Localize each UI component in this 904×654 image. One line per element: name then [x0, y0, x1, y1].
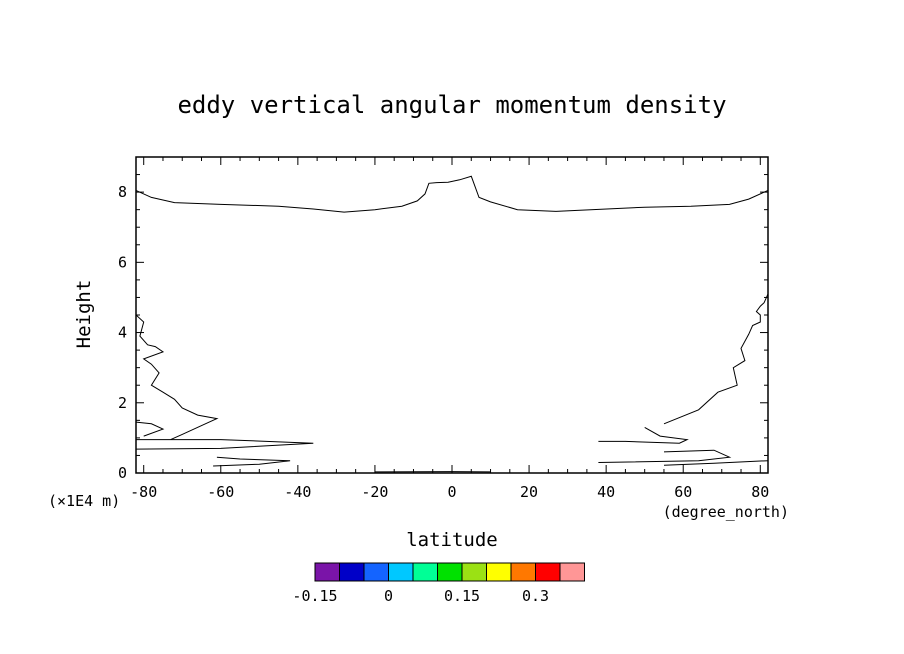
contour-line-left-3 — [136, 439, 314, 450]
y-tick-label: 0 — [118, 464, 127, 482]
x-tick-label: -40 — [284, 483, 311, 501]
legend-swatch — [363, 562, 389, 582]
contour-line-left-1 — [136, 314, 219, 441]
y-tick-label: 6 — [118, 253, 127, 271]
legend-swatch — [535, 562, 561, 582]
legend-swatch — [486, 562, 512, 582]
contour-line-left-2 — [136, 421, 165, 437]
legend-swatch — [437, 562, 463, 582]
y-axis-units: (×1E4 m) — [48, 492, 120, 510]
y-axis-ticks: 0 2 4 6 8 — [118, 156, 768, 482]
legend-label: 0 — [384, 587, 393, 605]
y-axis-label: Height — [73, 280, 95, 349]
chart-title: eddy vertical angular momentum density — [177, 91, 726, 119]
legend-label: -0.15 — [292, 587, 337, 605]
x-tick-label: -60 — [207, 483, 234, 501]
x-tick-label: 60 — [674, 483, 692, 501]
legend-swatch — [314, 562, 340, 582]
legend-swatch — [559, 562, 585, 582]
legend-swatch — [339, 562, 365, 582]
y-tick-label: 4 — [118, 324, 127, 342]
legend-swatch — [412, 562, 438, 582]
contour-line-right-3 — [598, 449, 732, 463]
x-axis-label: latitude — [406, 529, 498, 551]
legend-label: 0.15 — [444, 587, 480, 605]
x-axis-ticks: -80 -60 -40 -20 0 20 40 60 80 — [130, 157, 769, 501]
contour-lines — [136, 175, 768, 473]
legend-label: 0.3 — [522, 587, 549, 605]
y-tick-label: 8 — [118, 183, 127, 201]
legend-swatch — [461, 562, 487, 582]
contour-line-right-1 — [663, 293, 768, 425]
x-tick-label: -80 — [130, 483, 157, 501]
x-tick-label: 40 — [597, 483, 615, 501]
x-axis-units: (degree_north) — [663, 503, 789, 521]
x-tick-label: 20 — [520, 483, 538, 501]
legend-swatch — [510, 562, 536, 582]
contour-line-left-4 — [213, 456, 291, 467]
contour-line-upper — [136, 175, 768, 213]
x-tick-label: 80 — [751, 483, 769, 501]
contour-line-right-2 — [598, 426, 689, 444]
x-tick-label: -20 — [361, 483, 388, 501]
contour-line-right-4 — [663, 460, 768, 466]
y-tick-label: 2 — [118, 394, 127, 412]
color-legend: -0.15 0 0.15 0.3 — [292, 562, 585, 605]
x-tick-label: 0 — [447, 483, 456, 501]
legend-swatch — [388, 562, 414, 582]
